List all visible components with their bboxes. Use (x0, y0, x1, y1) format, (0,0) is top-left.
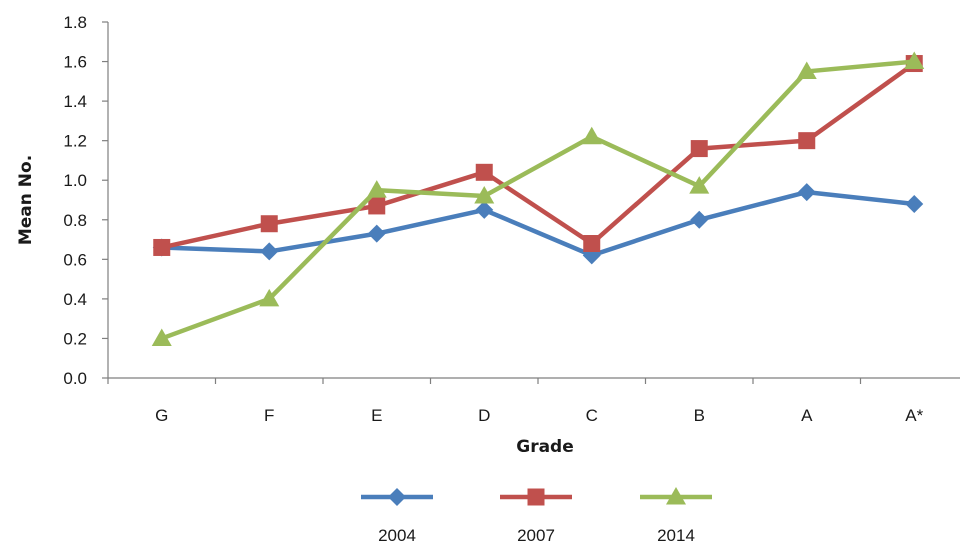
series-2007 (153, 55, 923, 256)
x-tick-label: A* (905, 406, 923, 425)
x-tick-label: E (371, 406, 382, 425)
data-point-2004 (797, 183, 816, 202)
legend-marker (388, 488, 406, 506)
y-axis-title: Mean No. (16, 155, 36, 245)
y-tick-label: 1.0 (63, 171, 87, 190)
legend-label: 2004 (378, 526, 416, 543)
data-point-2004 (260, 242, 279, 261)
data-point-2014 (366, 180, 387, 198)
y-tick-label: 0.2 (63, 329, 87, 348)
data-point-2007 (153, 238, 171, 256)
x-tick-label: D (478, 406, 490, 425)
y-tick-label: 1.8 (63, 13, 87, 32)
y-tick-label: 0.0 (63, 369, 87, 388)
data-point-2004 (905, 194, 924, 213)
legend-item-2007: 2007 (500, 488, 572, 543)
data-point-2007 (368, 197, 386, 215)
x-tick-label: B (694, 406, 705, 425)
x-tick-label: C (586, 406, 598, 425)
legend-item-2014: 2014 (640, 487, 712, 543)
y-axis: 0.0 0.2 0.4 0.6 0.8 1.0 1.2 1.4 1.6 1.8 (63, 13, 109, 388)
data-point-2004 (367, 224, 386, 243)
data-point-2004 (690, 210, 709, 229)
series-2014 (151, 51, 925, 346)
data-point-2014 (259, 288, 280, 307)
data-point-2014 (151, 328, 172, 346)
data-point-2007 (798, 132, 816, 150)
x-tick-label: A (801, 406, 813, 425)
data-point-2014 (581, 126, 602, 145)
series-line-2007 (161, 61, 916, 250)
legend-marker (666, 487, 686, 505)
data-point-2004 (475, 200, 494, 219)
data-point-2007 (475, 163, 493, 181)
y-tick-label: 0.4 (63, 290, 87, 309)
legend-item-2004: 2004 (361, 488, 433, 543)
y-tick-label: 0.6 (63, 250, 87, 269)
y-tick-label: 1.4 (63, 92, 87, 111)
series-layer (151, 51, 925, 346)
data-point-2007 (690, 140, 708, 158)
data-point-2014 (689, 176, 710, 194)
series-line-2014 (160, 59, 915, 341)
legend-marker (527, 488, 545, 506)
x-tick-label: F (264, 406, 274, 425)
data-point-2007 (260, 215, 278, 233)
legend-label: 2007 (517, 526, 555, 543)
x-tick-label: G (155, 406, 168, 425)
x-axis-title: Grade (516, 437, 574, 457)
y-tick-label: 1.6 (63, 53, 87, 72)
series-line-2004 (161, 189, 915, 258)
legend: 2004 2007 2014 (361, 487, 712, 543)
y-tick-label: 0.8 (63, 211, 87, 230)
data-point-2014 (474, 186, 495, 204)
data-point-2014 (796, 61, 817, 79)
y-tick-label: 1.2 (63, 132, 87, 151)
x-axis: G F E D C B A A* (107, 377, 960, 425)
legend-label: 2014 (657, 526, 695, 543)
data-point-2007 (583, 235, 601, 253)
data-point-2014 (904, 51, 925, 70)
